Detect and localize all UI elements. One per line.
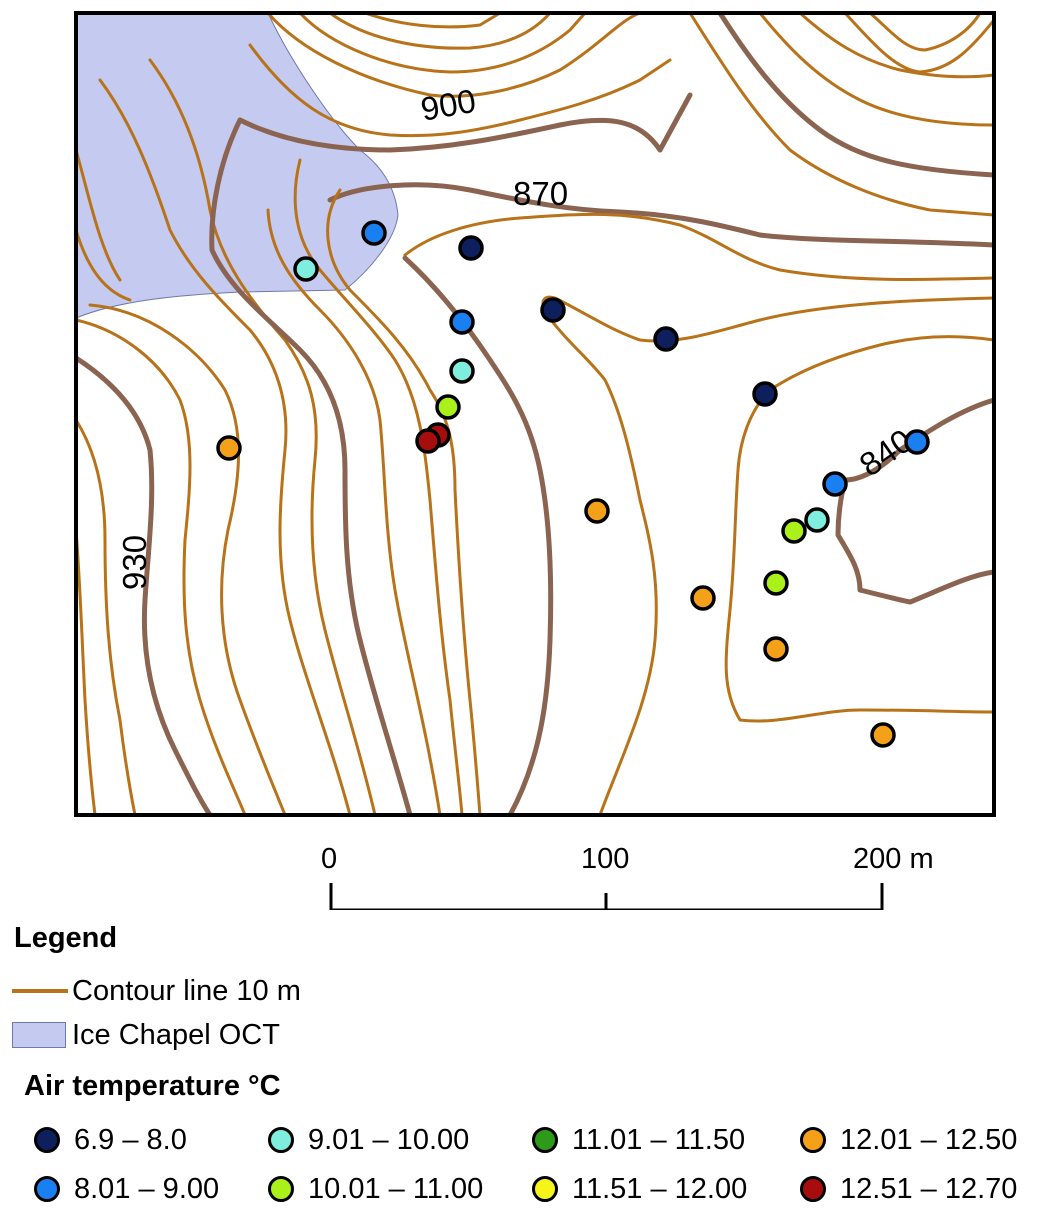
scale-tick-100: 100 — [581, 843, 629, 875]
point-9-10 — [449, 358, 475, 384]
temp-class-2: 8.01 – 9.00 — [34, 1172, 219, 1206]
scale-tick-200: 200 m — [853, 843, 934, 875]
temp-class-6: 11.51 – 12.00 — [532, 1172, 747, 1206]
legend: Legend Contour line 10 m Ice Chapel OCT … — [0, 910, 1051, 1210]
measurement-points — [216, 220, 930, 748]
point-6-8 — [458, 235, 484, 261]
point-10-11 — [763, 570, 789, 596]
contour-lines — [76, 13, 994, 815]
temp-class-dot — [532, 1176, 558, 1202]
temp-class-dot — [268, 1176, 294, 1202]
point-8-9 — [904, 429, 930, 455]
temp-class-7: 12.01 – 12.50 — [800, 1123, 1017, 1157]
temp-class-label: 11.51 – 12.00 — [572, 1172, 748, 1205]
legend-ice-label: Ice Chapel OCT — [72, 1018, 280, 1051]
contour-swatch — [12, 989, 68, 993]
point-8-9 — [822, 471, 848, 497]
contour-label-870: 870 — [513, 175, 568, 212]
contour-label-930: 930 — [116, 535, 153, 590]
temp-class-dot — [34, 1176, 60, 1202]
temp-class-dot — [800, 1176, 826, 1202]
temp-class-3: 9.01 – 10.00 — [268, 1123, 469, 1157]
legend-title: Legend — [14, 922, 118, 954]
point-10-11 — [781, 518, 807, 544]
scale-bar: 0 100 200 m — [321, 843, 934, 910]
point-6-8 — [653, 326, 679, 352]
temp-class-dot — [268, 1127, 294, 1153]
point-12-12.5 — [584, 498, 610, 524]
temp-class-label: 8.01 – 9.00 — [74, 1172, 220, 1205]
point-12-12.5 — [216, 435, 242, 461]
legend-contour-label: Contour line 10 m — [72, 974, 301, 1007]
temp-class-label: 6.9 – 8.0 — [74, 1123, 187, 1156]
temp-class-label: 9.01 – 10.00 — [308, 1123, 470, 1156]
temp-class-label: 12.01 – 12.50 — [840, 1123, 1018, 1156]
point-12-12.5 — [870, 722, 896, 748]
scale-tick-0: 0 — [321, 843, 337, 875]
air-temperature-title: Air temperature °C — [24, 1070, 281, 1102]
point-8-9 — [361, 220, 387, 246]
point-12-12.5 — [690, 585, 716, 611]
point-12.5-12.7 — [415, 428, 441, 454]
temp-class-dot — [34, 1127, 60, 1153]
temp-class-label: 10.01 – 11.00 — [308, 1172, 484, 1205]
point-8-9 — [449, 309, 475, 335]
temp-class-label: 12.51 – 12.70 — [840, 1172, 1018, 1205]
point-12-12.5 — [763, 636, 789, 662]
temp-class-1: 6.9 – 8.0 — [34, 1123, 187, 1157]
ice-swatch — [12, 1022, 66, 1048]
legend-contour-row: Contour line 10 m — [12, 974, 301, 1008]
point-10-11 — [435, 394, 461, 420]
point-6-8 — [540, 297, 566, 323]
map-frame — [74, 11, 996, 817]
temp-class-dot — [800, 1127, 826, 1153]
ice-chapel-area — [76, 13, 399, 319]
temp-class-8: 12.51 – 12.70 — [800, 1172, 1017, 1206]
point-9-10 — [804, 507, 830, 533]
legend-ice-row: Ice Chapel OCT — [12, 1018, 280, 1052]
point-6-8 — [752, 381, 778, 407]
point-9-10 — [293, 256, 319, 282]
temp-class-5: 11.01 – 11.50 — [532, 1123, 745, 1157]
temp-class-dot — [532, 1127, 558, 1153]
temp-class-label: 11.01 – 11.50 — [572, 1123, 746, 1156]
map-canvas: 900 870 840 930 — [74, 11, 996, 910]
temp-class-4: 10.01 – 11.00 — [268, 1172, 483, 1206]
